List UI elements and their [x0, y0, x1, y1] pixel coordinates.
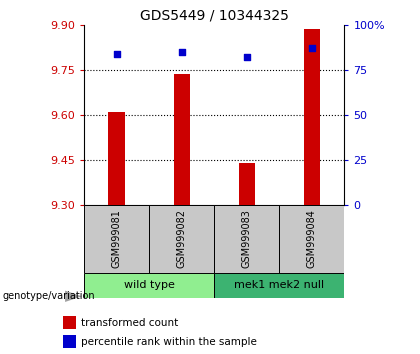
Text: wild type: wild type [123, 280, 175, 290]
Bar [239, 163, 255, 205]
Bar [279, 205, 344, 273]
Text: GSM999084: GSM999084 [307, 210, 317, 268]
Text: GSM999083: GSM999083 [242, 210, 252, 268]
Text: GSM999082: GSM999082 [177, 210, 186, 268]
Point [308, 45, 315, 51]
Text: mek1 mek2 null: mek1 mek2 null [234, 280, 324, 290]
Point [113, 51, 120, 57]
Bar [173, 74, 190, 205]
Text: percentile rank within the sample: percentile rank within the sample [81, 337, 257, 347]
Bar [84, 205, 149, 273]
Point [178, 49, 185, 55]
Polygon shape [65, 291, 82, 302]
Bar [214, 273, 344, 298]
Bar [214, 205, 279, 273]
Bar [84, 273, 214, 298]
Text: transformed count: transformed count [81, 318, 178, 328]
Bar [63, 335, 76, 348]
Text: GSM999081: GSM999081 [112, 210, 121, 268]
Bar [304, 29, 320, 205]
Title: GDS5449 / 10344325: GDS5449 / 10344325 [140, 8, 289, 22]
Bar [108, 112, 125, 205]
Text: genotype/variation: genotype/variation [2, 291, 95, 301]
Bar [63, 316, 76, 329]
Point [243, 55, 250, 60]
Bar [149, 205, 214, 273]
